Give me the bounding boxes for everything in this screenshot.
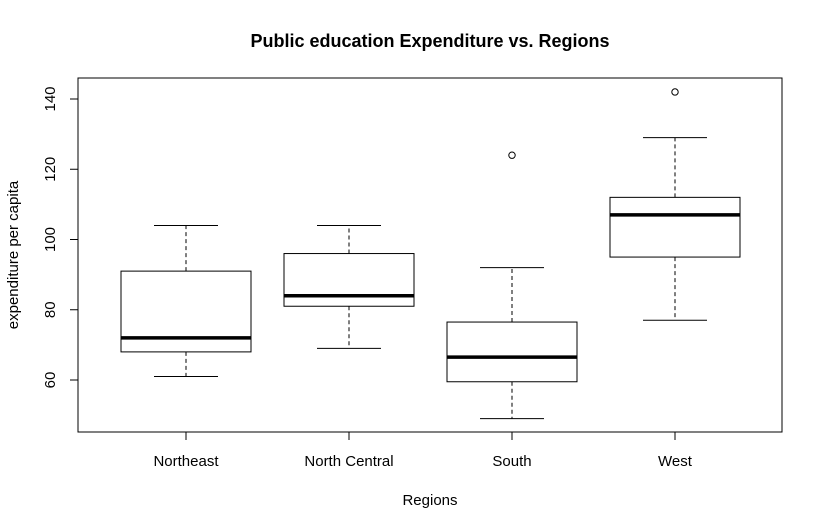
boxes-layer	[120, 88, 741, 420]
x-axis-label: Regions	[402, 492, 457, 509]
x-tick-label-2: South	[492, 453, 531, 470]
outlier-point-0	[508, 151, 516, 159]
y-tick-label-140: 140	[42, 86, 59, 111]
y-axis-label: expenditure per capita	[5, 180, 22, 329]
x-tick-label-1: North Central	[304, 453, 393, 470]
y-tick-label-120: 120	[42, 157, 59, 182]
box-0	[120, 224, 252, 377]
y-tick-label-60: 60	[42, 372, 59, 389]
y-tick-label-100: 100	[42, 227, 59, 252]
outlier-point-0	[671, 88, 679, 96]
x-tick-label-3: West	[658, 453, 693, 470]
box-2	[446, 151, 578, 420]
iqr-box	[446, 321, 578, 383]
y-axis: 60 80 100 120 140	[42, 86, 79, 389]
iqr-box	[609, 196, 741, 258]
box-3	[609, 88, 741, 321]
x-axis: Northeast North Central South West	[153, 431, 693, 470]
y-tick-label-80: 80	[42, 301, 59, 318]
x-tick-label-0: Northeast	[153, 453, 219, 470]
iqr-box	[283, 253, 415, 307]
chart-title: Public education Expenditure vs. Regions	[250, 31, 609, 51]
box-1	[283, 224, 415, 349]
iqr-box	[120, 270, 252, 353]
